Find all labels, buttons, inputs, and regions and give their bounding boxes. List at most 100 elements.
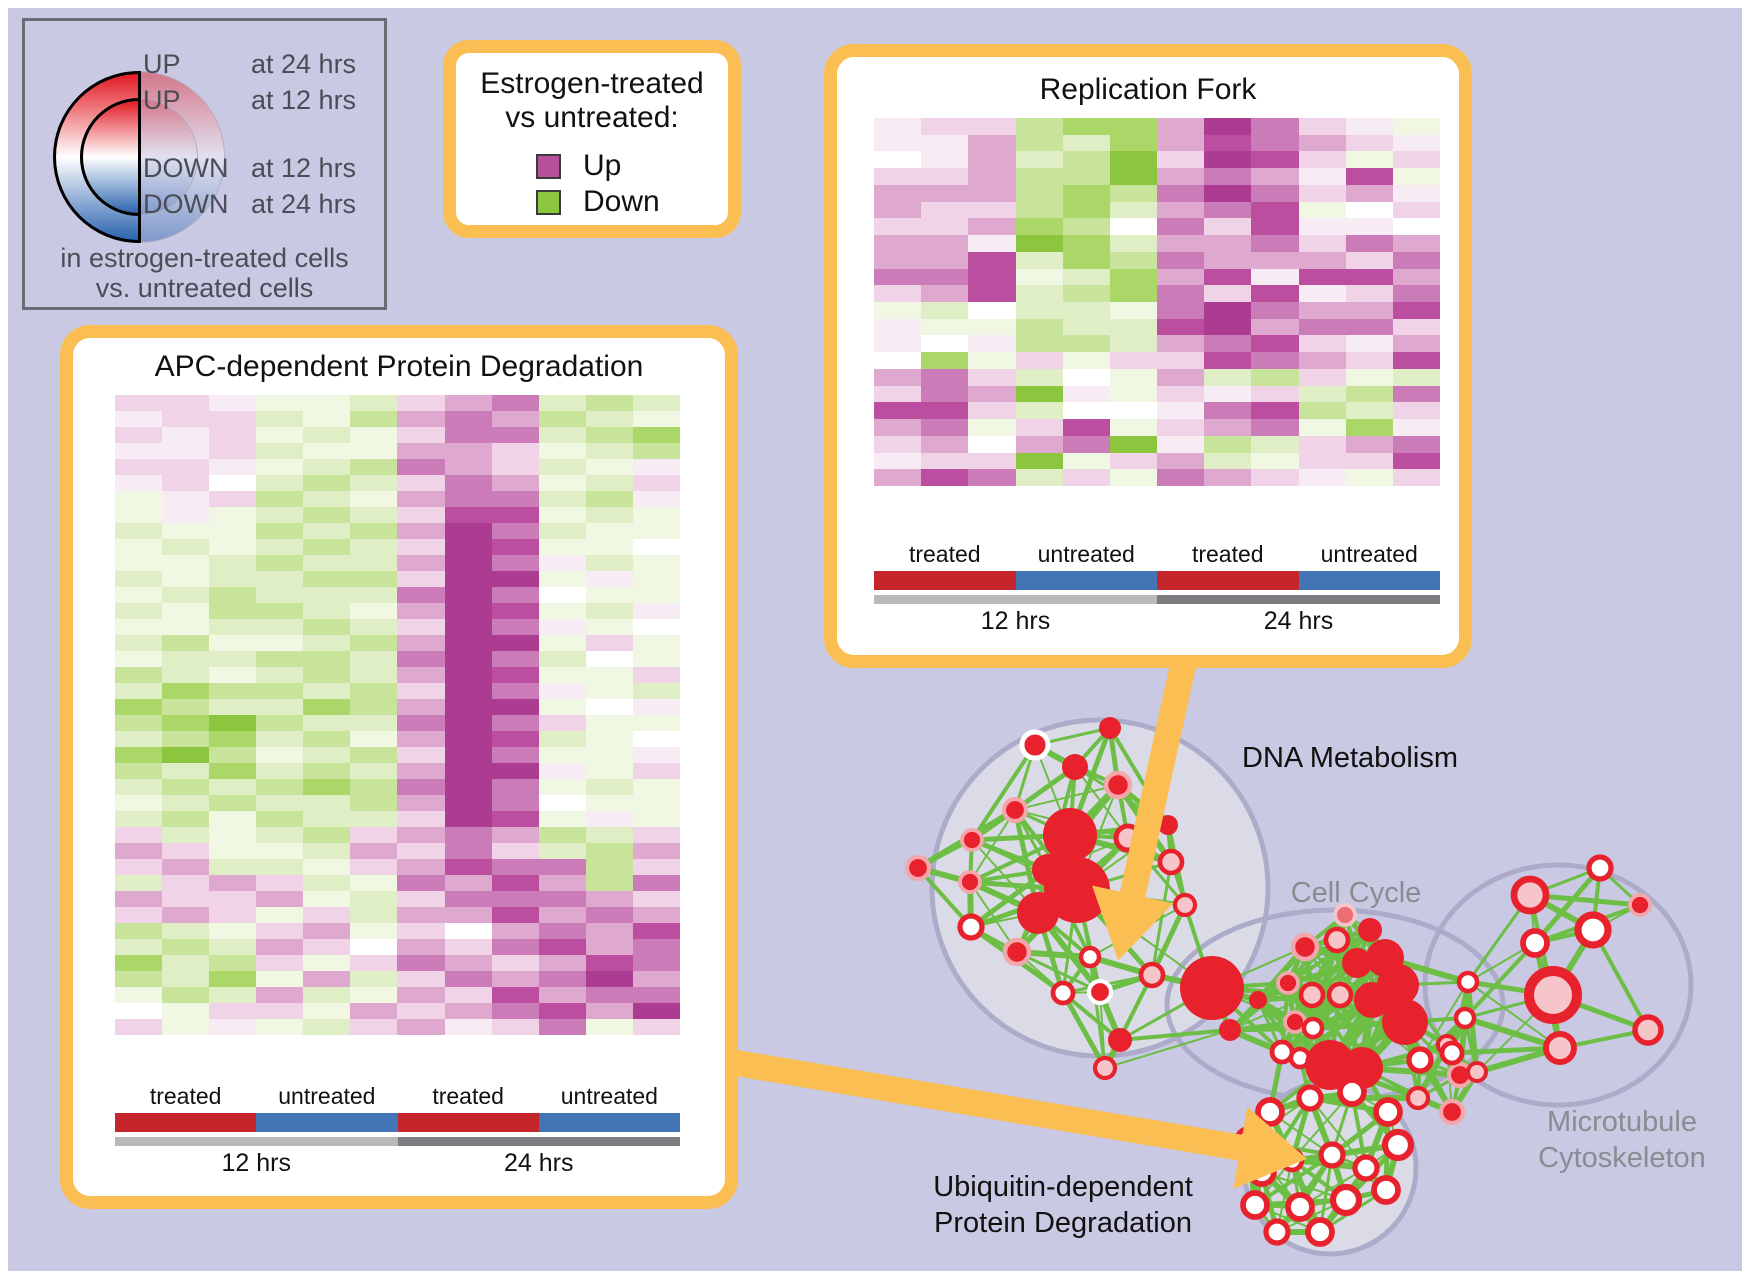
heatmap-cell [303,443,351,459]
heatmap-cell [115,571,163,587]
heatmap-cell [632,587,680,603]
heatmap-cell [968,151,1016,169]
heatmap-cell [921,385,969,403]
bar-treated [1157,571,1299,590]
heatmap-cell [1204,318,1252,336]
heatmap-cell [397,907,445,923]
heatmap-cell [209,395,257,411]
heatmap-cell [209,555,257,571]
network-edge [1451,1045,1561,1056]
heatmap-cell [874,335,922,353]
heatmap-cell [115,859,163,875]
heatmap-cell [538,411,586,427]
heatmap-cell [115,827,163,843]
heatmap-cell [115,939,163,955]
heatmap-cell [256,907,304,923]
apc-degradation-footer: treated untreated treated untreated 12 h… [115,1083,680,1178]
heatmap-cell [115,651,163,667]
heatmap-cell [585,779,633,795]
heatmap-cell [303,987,351,1003]
heatmap-cell [491,891,539,907]
heatmap-cell [1109,435,1157,453]
heatmap-cell [538,1003,586,1019]
heatmap-cell [209,491,257,507]
heatmap-cell [162,443,210,459]
heatmap-cell [397,923,445,939]
heatmap-cell [350,731,398,747]
heatmap-cell [350,651,398,667]
heatmap-cell [1298,469,1346,486]
heatmap-cell [1109,335,1157,353]
heatmap-cell [1392,218,1440,236]
heatmap-cell [350,763,398,779]
heatmap-cell [444,475,492,491]
heatmap-cell [1345,118,1393,135]
heatmap-cell [1345,151,1393,169]
heatmap-cell [256,443,304,459]
heatmap-cell [1157,402,1205,420]
heatmap-cell [585,667,633,683]
heatmap-cell [1345,184,1393,202]
heatmap-cell [1015,168,1063,185]
heatmap-cell [1204,301,1252,319]
heatmap-cell [1204,218,1252,236]
heatmap-cell [209,699,257,715]
heatmap-cell [444,635,492,651]
cluster-label-dna-metabolism: DNA Metabolism [1242,742,1458,774]
heatmap-cell [350,923,398,939]
network-node [1342,948,1372,978]
network-node [1337,1077,1367,1107]
heatmap-cell [1298,385,1346,403]
cluster-label-line: Ubiquitin-dependent [933,1171,1193,1203]
network-node [904,854,932,882]
heatmap-cell [491,763,539,779]
network-edge [1339,914,1346,996]
heatmap-cell [874,352,922,369]
replication-fork-panel: Replication Fork treated untreated treat… [824,44,1472,668]
network-node [1373,1097,1403,1127]
heatmap-cell [1157,368,1205,386]
heatmap-cell [350,699,398,715]
heatmap-cell [162,955,210,971]
heatmap-cell [1062,419,1110,436]
network-node [1371,1175,1401,1205]
heatmap-cell [1298,435,1346,453]
network-node [1298,981,1326,1009]
heatmap-cell [1062,184,1110,202]
cluster-label-line: Protein Degradation [934,1207,1192,1239]
heatmap-cell [162,971,210,987]
heatmap-cell [444,779,492,795]
cluster-label-ubiquitin-degradation: Ubiquitin-dependent Protein Degradation [933,1169,1193,1241]
heatmap-cell [538,459,586,475]
heatmap-cell [162,987,210,1003]
time-bar [874,595,1440,604]
heatmap-cell [162,587,210,603]
heatmap-cell [538,523,586,539]
heatmap-cell [115,955,163,971]
group-labels: treated untreated treated untreated [874,541,1440,568]
heatmap-cell [1157,301,1205,319]
heatmap-cell [1015,469,1063,486]
heatmap-cell [538,443,586,459]
heatmap-cell [444,491,492,507]
heatmap-cell [632,635,680,651]
heatmap-cell [256,427,304,443]
color-key-title-line1: Estrogen-treated [480,67,704,100]
heatmap-cell [209,1019,257,1035]
heatmap-cell [1392,318,1440,336]
heatmap-cell [209,683,257,699]
heatmap-cell [303,923,351,939]
heatmap-cell [632,939,680,955]
heatmap-cell [632,507,680,523]
heatmap-cell [209,747,257,763]
heatmap-cell [585,1019,633,1035]
heatmap-cell [1392,235,1440,252]
heatmap-cell [1062,368,1110,386]
network-node [1439,1040,1465,1066]
network-edge [1119,1028,1231,1042]
network-node [1296,1084,1324,1112]
heatmap-cell [632,427,680,443]
heatmap-cell [1109,134,1157,152]
